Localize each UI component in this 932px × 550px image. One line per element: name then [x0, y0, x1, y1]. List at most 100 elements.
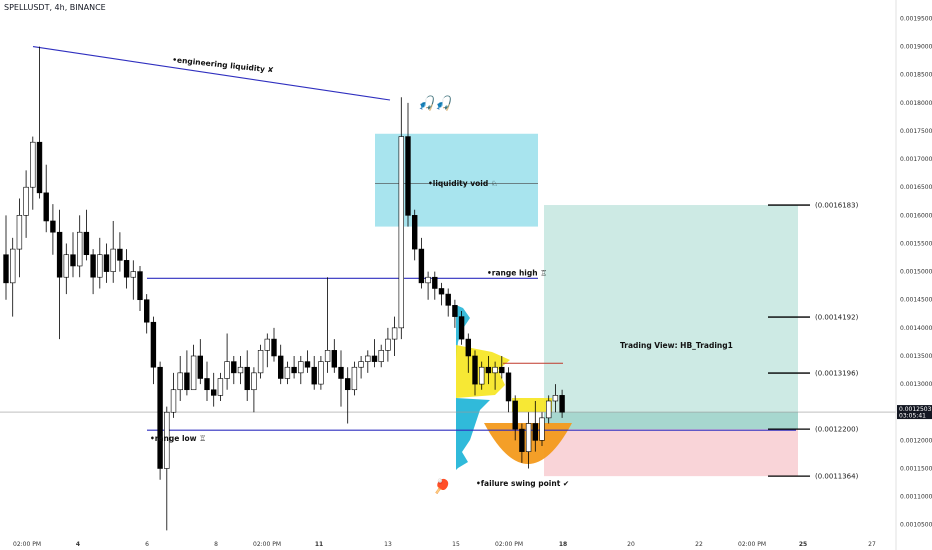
candle-body — [385, 338, 391, 351]
candle — [512, 395, 518, 441]
range-high-label: •range high ♖ — [487, 268, 547, 277]
candle — [170, 372, 177, 418]
candle-body — [398, 136, 404, 329]
candle-body — [445, 293, 451, 306]
candle — [190, 344, 197, 391]
bar-countdown: 03:05:41 — [899, 413, 926, 420]
time-tick-label: 27 — [868, 541, 876, 548]
candle-body — [3, 254, 9, 284]
candle — [445, 288, 451, 317]
failure-swing-label: •failure swing point ✔ — [476, 479, 569, 488]
candle-body — [432, 276, 438, 289]
candle — [16, 198, 23, 278]
candle — [472, 350, 478, 396]
candle-body — [264, 338, 270, 351]
candle-body — [425, 276, 431, 284]
candle — [425, 271, 431, 300]
candle-body — [97, 254, 103, 278]
candle-body — [351, 366, 358, 391]
time-tick-label: 6 — [145, 541, 149, 548]
price-tick-label: 0.0014500 — [900, 297, 932, 304]
candle — [291, 355, 297, 379]
candle-body — [331, 350, 337, 368]
candle — [63, 243, 70, 295]
candle — [50, 204, 56, 255]
time-tick-label: 22 — [695, 541, 703, 548]
candle — [137, 265, 143, 311]
current-price-value: 0.0012503 — [899, 406, 932, 413]
candle-body — [30, 141, 36, 188]
target-zone — [544, 205, 798, 430]
candle-body — [204, 378, 210, 391]
price-axis: 0.0019500 0.0019000 0.0018500 0.0018000 0.00… — [895, 0, 932, 550]
candle — [318, 355, 324, 390]
candle-body — [224, 361, 230, 379]
candle — [432, 271, 438, 300]
candle-body — [23, 186, 29, 216]
stop-zone — [544, 429, 798, 477]
candle-body — [50, 220, 56, 233]
candles-layer — [3, 46, 565, 531]
candle — [224, 333, 230, 390]
level-label: (0.0013196) — [815, 370, 859, 378]
candle-body — [237, 366, 244, 374]
candle-body — [70, 254, 76, 267]
candle — [545, 395, 552, 424]
candle-body — [492, 366, 498, 374]
candle-body — [411, 215, 418, 250]
candle-body — [405, 136, 411, 216]
candle — [385, 327, 391, 362]
volume-profile-upper — [456, 305, 470, 470]
candle-body — [217, 378, 224, 396]
price-tick-label: 0.0017500 — [900, 128, 932, 135]
candle-body — [344, 378, 351, 391]
candle-body — [251, 372, 257, 391]
candle-body — [63, 254, 70, 278]
candle — [251, 367, 257, 413]
candle — [465, 333, 471, 373]
sweep-emoji: 🏓 — [433, 477, 450, 495]
liquidity-void-label: •liquidity void ♘ — [428, 179, 498, 188]
candle — [123, 249, 130, 289]
candle-body — [559, 395, 565, 413]
time-axis: 02:00 PM 4 6 8 02:00 PM 11 13 15 02:00 PM 18 20 22 0… — [13, 541, 876, 548]
time-tick-label: 02:00 PM — [495, 541, 523, 548]
price-tick-label: 0.0013000 — [900, 381, 932, 388]
candle — [204, 361, 210, 401]
candle — [351, 361, 358, 396]
price-tick-label: 0.0019000 — [900, 44, 932, 51]
engineering-liquidity-trendline — [32, 46, 391, 101]
candle-body — [371, 355, 378, 362]
candle — [90, 249, 96, 295]
level-label: (0.0014192) — [815, 314, 859, 322]
candle-body — [365, 355, 371, 362]
candle-body — [271, 338, 277, 357]
candle — [492, 361, 498, 390]
candle — [237, 355, 244, 385]
candle — [505, 367, 512, 413]
candle — [365, 350, 371, 373]
candle — [358, 355, 364, 379]
price-tick-label: 0.0016000 — [900, 212, 932, 219]
candle — [43, 164, 49, 233]
active-trade-zone — [544, 412, 798, 430]
candle-body — [318, 361, 324, 385]
price-tick-label: 0.0017000 — [900, 156, 932, 163]
candle-body — [103, 254, 110, 272]
candle-body — [458, 316, 465, 340]
time-tick-label: 8 — [214, 541, 218, 548]
candle — [144, 294, 150, 334]
candle-body — [499, 366, 505, 374]
candle — [117, 232, 123, 272]
candle — [532, 400, 539, 452]
candle — [23, 170, 29, 238]
candle — [458, 310, 465, 345]
candle — [10, 237, 16, 317]
candle — [211, 372, 217, 407]
time-tick-label: 18 — [559, 541, 567, 548]
candle — [271, 327, 277, 362]
candle-body — [257, 350, 264, 374]
candle-body — [231, 361, 237, 374]
price-tick-label: 0.0016500 — [900, 184, 932, 191]
